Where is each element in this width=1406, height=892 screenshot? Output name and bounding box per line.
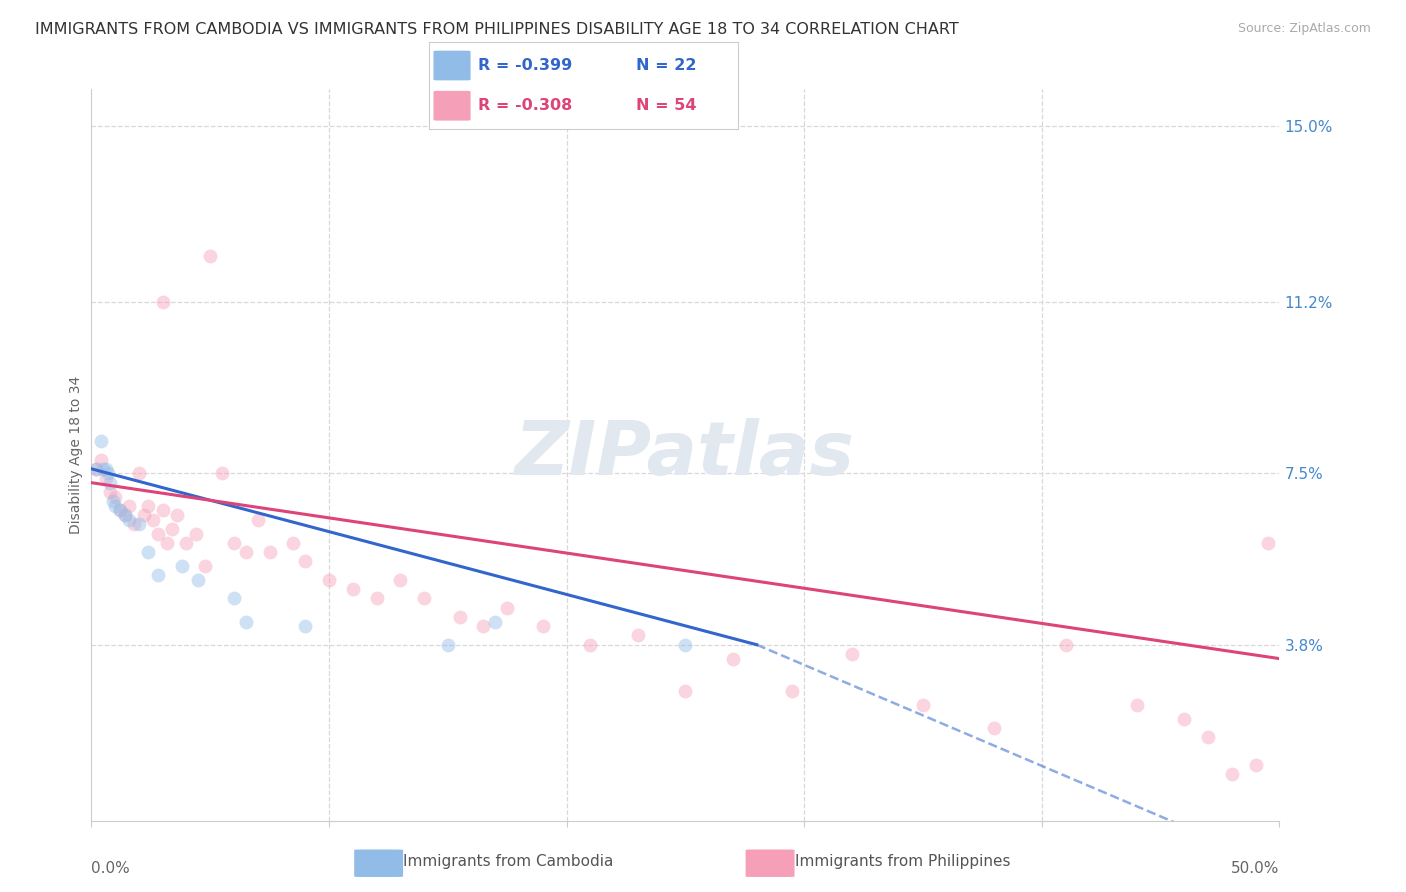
FancyBboxPatch shape xyxy=(354,849,404,877)
Text: 0.0%: 0.0% xyxy=(91,861,131,876)
FancyBboxPatch shape xyxy=(745,849,794,877)
Point xyxy=(84,462,107,476)
Point xyxy=(841,647,863,661)
Point xyxy=(294,619,316,633)
Point xyxy=(983,721,1005,735)
Point xyxy=(114,508,136,522)
Point xyxy=(90,452,112,467)
Text: N = 22: N = 22 xyxy=(636,58,696,73)
Point xyxy=(160,522,183,536)
Point xyxy=(627,628,650,642)
Point xyxy=(389,573,412,587)
Point xyxy=(721,651,744,665)
Point xyxy=(318,573,340,587)
Point xyxy=(484,615,506,629)
Point xyxy=(472,619,495,633)
Point xyxy=(114,508,136,522)
Point xyxy=(673,638,696,652)
Point xyxy=(211,467,233,481)
Point xyxy=(152,503,174,517)
Point xyxy=(782,684,804,698)
Point xyxy=(235,615,257,629)
Point xyxy=(170,559,193,574)
Point xyxy=(118,513,141,527)
Point xyxy=(1257,536,1279,550)
Text: R = -0.308: R = -0.308 xyxy=(478,98,572,113)
Point xyxy=(84,462,107,476)
Point xyxy=(128,517,150,532)
Point xyxy=(100,475,122,490)
Point xyxy=(531,619,554,633)
Text: R = -0.399: R = -0.399 xyxy=(478,58,572,73)
Text: 50.0%: 50.0% xyxy=(1232,861,1279,876)
Point xyxy=(176,536,198,550)
Point xyxy=(138,545,160,559)
Point xyxy=(166,508,188,522)
Point xyxy=(200,249,222,263)
Point xyxy=(97,467,120,481)
Point xyxy=(146,526,169,541)
Point xyxy=(449,610,471,624)
Point xyxy=(259,545,281,559)
Point xyxy=(187,573,209,587)
Point xyxy=(128,467,150,481)
Point xyxy=(496,600,519,615)
FancyBboxPatch shape xyxy=(433,91,471,120)
Y-axis label: Disability Age 18 to 34: Disability Age 18 to 34 xyxy=(69,376,83,534)
Point xyxy=(108,503,131,517)
Text: Immigrants from Cambodia: Immigrants from Cambodia xyxy=(404,855,613,869)
Point xyxy=(138,499,160,513)
Point xyxy=(366,591,388,606)
Point xyxy=(91,462,114,476)
Point xyxy=(1054,638,1077,652)
Point xyxy=(184,526,207,541)
Text: Immigrants from Philippines: Immigrants from Philippines xyxy=(796,855,1011,869)
Point xyxy=(1197,731,1219,745)
Point xyxy=(413,591,436,606)
FancyBboxPatch shape xyxy=(433,51,471,80)
Point xyxy=(100,485,122,500)
Point xyxy=(342,582,364,597)
Text: IMMIGRANTS FROM CAMBODIA VS IMMIGRANTS FROM PHILIPPINES DISABILITY AGE 18 TO 34 : IMMIGRANTS FROM CAMBODIA VS IMMIGRANTS F… xyxy=(35,22,959,37)
Point xyxy=(283,536,305,550)
Point xyxy=(132,508,155,522)
Point xyxy=(104,490,127,504)
Point xyxy=(108,503,131,517)
Point xyxy=(90,434,112,448)
Point xyxy=(222,591,245,606)
Point xyxy=(1220,767,1243,781)
Point xyxy=(104,499,127,513)
Point xyxy=(246,513,269,527)
Point xyxy=(1126,698,1149,712)
Point xyxy=(146,568,169,582)
Point xyxy=(101,494,124,508)
Point xyxy=(911,698,934,712)
Point xyxy=(142,513,165,527)
Point xyxy=(156,536,179,550)
Point xyxy=(673,684,696,698)
Point xyxy=(94,462,117,476)
Point xyxy=(152,295,174,310)
Point xyxy=(194,559,217,574)
Text: ZIPatlas: ZIPatlas xyxy=(516,418,855,491)
Point xyxy=(235,545,257,559)
Point xyxy=(1244,758,1267,772)
Point xyxy=(94,471,117,485)
Point xyxy=(222,536,245,550)
Point xyxy=(122,517,145,532)
Point xyxy=(1173,712,1195,726)
Text: N = 54: N = 54 xyxy=(636,98,696,113)
Point xyxy=(436,638,458,652)
Point xyxy=(294,554,316,568)
Point xyxy=(579,638,602,652)
Point xyxy=(118,499,141,513)
Text: Source: ZipAtlas.com: Source: ZipAtlas.com xyxy=(1237,22,1371,36)
